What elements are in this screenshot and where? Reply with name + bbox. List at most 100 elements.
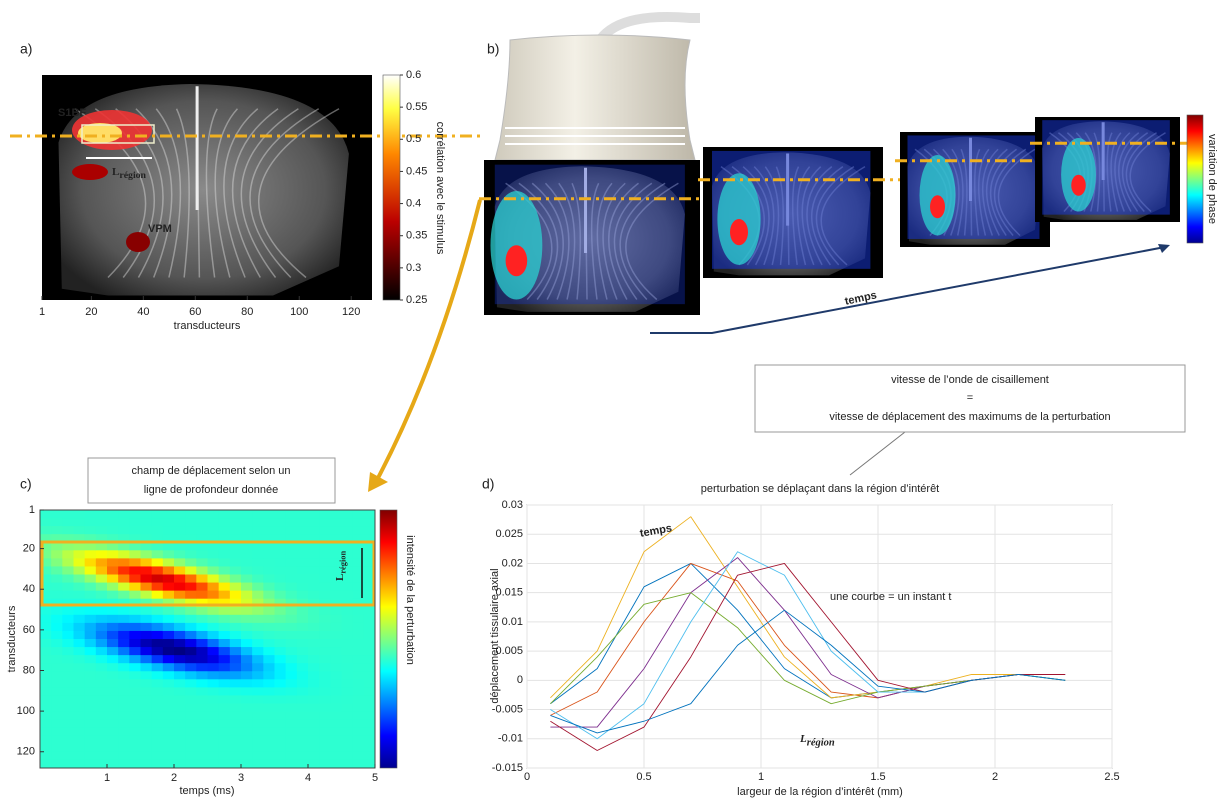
heat-cell [95, 687, 108, 696]
heat-cell [40, 622, 52, 632]
heat-cell [229, 671, 242, 680]
heat-cell [196, 719, 208, 729]
heat-cell [252, 542, 264, 551]
heat-cell [229, 526, 242, 535]
heat-cell [151, 606, 164, 616]
heat-cell [207, 534, 220, 543]
colorbar-title: intensité de la perturbation [404, 535, 416, 665]
heat-cell [162, 735, 175, 745]
heat-cell [207, 510, 220, 519]
x-tick-label: 60 [189, 306, 201, 318]
heat-cell [241, 510, 253, 519]
heat-cell [84, 719, 97, 729]
heat-cell [51, 534, 63, 543]
heat-cell [84, 622, 97, 632]
heat-cell [285, 743, 298, 753]
heat-cell [162, 679, 175, 688]
heat-cell [196, 663, 208, 672]
heat-cell [151, 639, 164, 648]
heat-cell [95, 622, 108, 632]
heat-cell [296, 590, 309, 600]
heat-cell [296, 622, 309, 632]
heat-cell [241, 614, 253, 624]
heat-cell [84, 510, 97, 519]
heat-cell [196, 735, 208, 745]
heat-cell [363, 735, 376, 745]
heat-cell [118, 719, 130, 729]
heat-cell [296, 687, 309, 696]
heat-cell [274, 566, 287, 575]
heat-cell [308, 671, 320, 680]
heat-cell [196, 743, 208, 753]
heat-cell [352, 639, 365, 648]
heat-cell [330, 582, 342, 592]
heat-cell [95, 518, 108, 527]
heat-cell [62, 518, 74, 527]
heat-cell [73, 759, 86, 769]
heat-cell [62, 639, 74, 648]
heat-cell [296, 695, 309, 704]
heat-cell [196, 711, 208, 721]
fiber [558, 182, 576, 300]
heat-cell [107, 510, 119, 519]
heat-cell [140, 534, 153, 543]
x-tick-label: 80 [241, 306, 253, 318]
heat-cell [207, 727, 220, 737]
heat-cell [341, 703, 354, 713]
heat-cell [162, 614, 175, 624]
heat-cell [40, 582, 52, 592]
heat-cell [229, 711, 242, 721]
heat-cell [263, 639, 275, 648]
heat-cell [319, 751, 331, 761]
heat-cell [296, 582, 309, 592]
heat-cell [229, 639, 242, 648]
heat-cell [140, 727, 153, 737]
heat-cell [319, 719, 331, 729]
heat-cell [308, 679, 320, 688]
heat-cell [73, 703, 86, 713]
heat-cell [51, 759, 63, 769]
heat-cell [352, 743, 365, 753]
heat-cell [40, 759, 52, 769]
heat-cell [241, 542, 253, 551]
heat-cell [229, 663, 242, 672]
heat-cell [296, 542, 309, 551]
heat-cell [62, 671, 74, 680]
heat-cell [218, 518, 231, 527]
heat-cell [107, 614, 119, 624]
heat-cell [174, 735, 186, 745]
heat-cell [185, 598, 197, 608]
heat-cell [263, 743, 275, 753]
heat-cell [118, 695, 130, 704]
heat-cell [352, 542, 365, 551]
heat-cell [162, 703, 175, 713]
heat-cell [129, 566, 141, 575]
heat-cell [319, 743, 331, 753]
heat-cell [162, 606, 175, 616]
heat-cell [73, 751, 86, 761]
heat-cell [274, 759, 287, 769]
heat-cell [118, 622, 130, 632]
heat-cell [73, 735, 86, 745]
heat-cell [40, 510, 52, 519]
heat-cell [263, 510, 275, 519]
heat-cell [330, 639, 342, 648]
heat-cell [296, 534, 309, 543]
heat-cell [162, 727, 175, 737]
colorbar-tick-label: 0.45 [406, 165, 427, 177]
heat-cell [207, 542, 220, 551]
heat-cell [62, 719, 74, 729]
heat-cell [308, 542, 320, 551]
heat-cell [95, 663, 108, 672]
heat-cell [62, 598, 74, 608]
heat-cell [129, 510, 141, 519]
heat-cell [140, 695, 153, 704]
heat-cell [129, 614, 141, 624]
heat-cell [252, 558, 264, 567]
heat-cell [196, 550, 208, 559]
heat-cell [229, 735, 242, 745]
colorbar-tick-label: 0.4 [406, 197, 421, 209]
heat-cell [330, 663, 342, 672]
heat-cell [285, 510, 298, 519]
heat-cell [319, 663, 331, 672]
